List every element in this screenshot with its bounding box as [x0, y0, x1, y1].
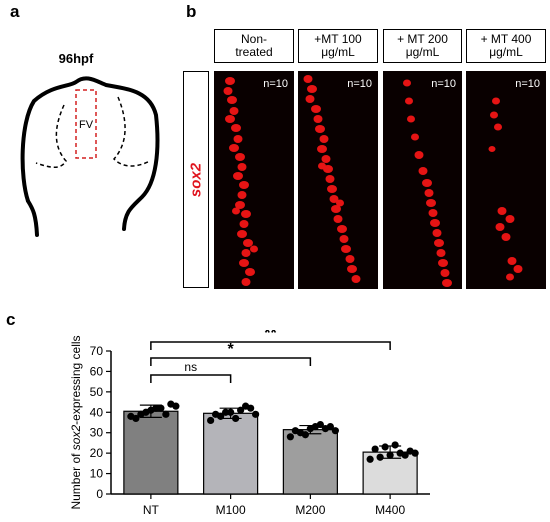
- y-tick-label: 40: [90, 405, 104, 419]
- sox2-label: sox2: [187, 162, 205, 197]
- significance-label: ns: [184, 360, 197, 374]
- data-point: [371, 445, 379, 453]
- data-point: [311, 422, 319, 431]
- row-label-box: sox2: [183, 71, 209, 288]
- data-point: [391, 441, 399, 449]
- significance-label: **: [264, 330, 277, 342]
- y-tick-label: 20: [90, 446, 104, 460]
- x-tick-label: NT: [143, 503, 160, 517]
- data-point: [301, 431, 309, 439]
- data-point: [401, 451, 409, 459]
- data-point: [162, 410, 170, 418]
- sox2-cells: [223, 77, 258, 286]
- data-point: [242, 402, 250, 410]
- panel-label-c: c: [6, 310, 16, 329]
- data-point: [227, 408, 235, 416]
- y-tick-label: 30: [90, 426, 104, 440]
- sample-size-nontreated: n=10: [263, 78, 288, 90]
- significance-bracket: [150, 374, 232, 383]
- data-point: [152, 404, 160, 412]
- data-point: [207, 416, 215, 425]
- panel-label-b: b: [186, 2, 197, 21]
- region-label-fv: FV: [78, 119, 94, 131]
- stage-label: 96hpf: [58, 51, 94, 66]
- column-header-mt100: +MT 100 μg/mL: [298, 29, 378, 63]
- data-point: [386, 451, 394, 459]
- sample-size-mt400: n=10: [515, 78, 540, 90]
- data-point: [381, 443, 389, 451]
- column-header-nontreated: Non- treated: [214, 29, 294, 63]
- sample-size-mt200: n=10: [431, 78, 456, 90]
- fluorescence-image-mt100: n=10: [298, 71, 378, 289]
- sox2-cells: [403, 79, 452, 287]
- data-point: [212, 410, 220, 418]
- fluorescence-image-nontreated: n=10: [214, 71, 294, 289]
- fluorescence-image-mt200: n=10: [383, 71, 462, 289]
- data-point: [132, 414, 140, 423]
- bar-chart: 0 10 20 30 40 50 60 70 Number of sox2-expressing…: [69, 330, 430, 517]
- data-point: [157, 404, 165, 412]
- y-tick-label: 70: [90, 344, 104, 358]
- y-tick-label: 10: [90, 467, 104, 481]
- y-tick-label: 60: [90, 364, 104, 378]
- data-point: [237, 406, 245, 414]
- data-point: [331, 427, 339, 435]
- data-point: [366, 455, 374, 463]
- x-tick-label: M400: [375, 503, 405, 517]
- x-tick-label: M100: [216, 503, 246, 517]
- data-point: [291, 427, 299, 435]
- sox2-cells: [488, 97, 523, 281]
- panel-label-a: a: [10, 2, 20, 21]
- data-point: [142, 408, 150, 416]
- x-tick-label: M200: [295, 503, 325, 517]
- y-tick-label: 0: [96, 487, 103, 501]
- data-point: [172, 402, 180, 410]
- data-point: [286, 433, 294, 441]
- data-point: [376, 453, 384, 461]
- bar-m100: [203, 412, 259, 495]
- y-tick-label: 50: [90, 385, 104, 399]
- significance-bracket: [150, 341, 391, 350]
- significance-bracket: [150, 357, 312, 366]
- significance-label: *: [228, 341, 235, 358]
- data-point: [411, 449, 419, 457]
- sox2-cells: [303, 75, 361, 283]
- data-point: [252, 410, 260, 418]
- bar-nt: [123, 410, 179, 495]
- column-header-mt400: + MT 400 μg/mL: [466, 29, 546, 63]
- data-point: [232, 414, 240, 423]
- y-axis-title: Number of sox2-expressing cells: [69, 335, 83, 509]
- sample-size-mt100: n=10: [347, 78, 372, 90]
- data-point: [222, 408, 230, 416]
- head-schematic: [20, 76, 160, 237]
- column-header-mt200: + MT 200 μg/mL: [383, 29, 462, 63]
- data-point: [321, 425, 329, 433]
- fluorescence-image-mt400: n=10: [466, 71, 546, 289]
